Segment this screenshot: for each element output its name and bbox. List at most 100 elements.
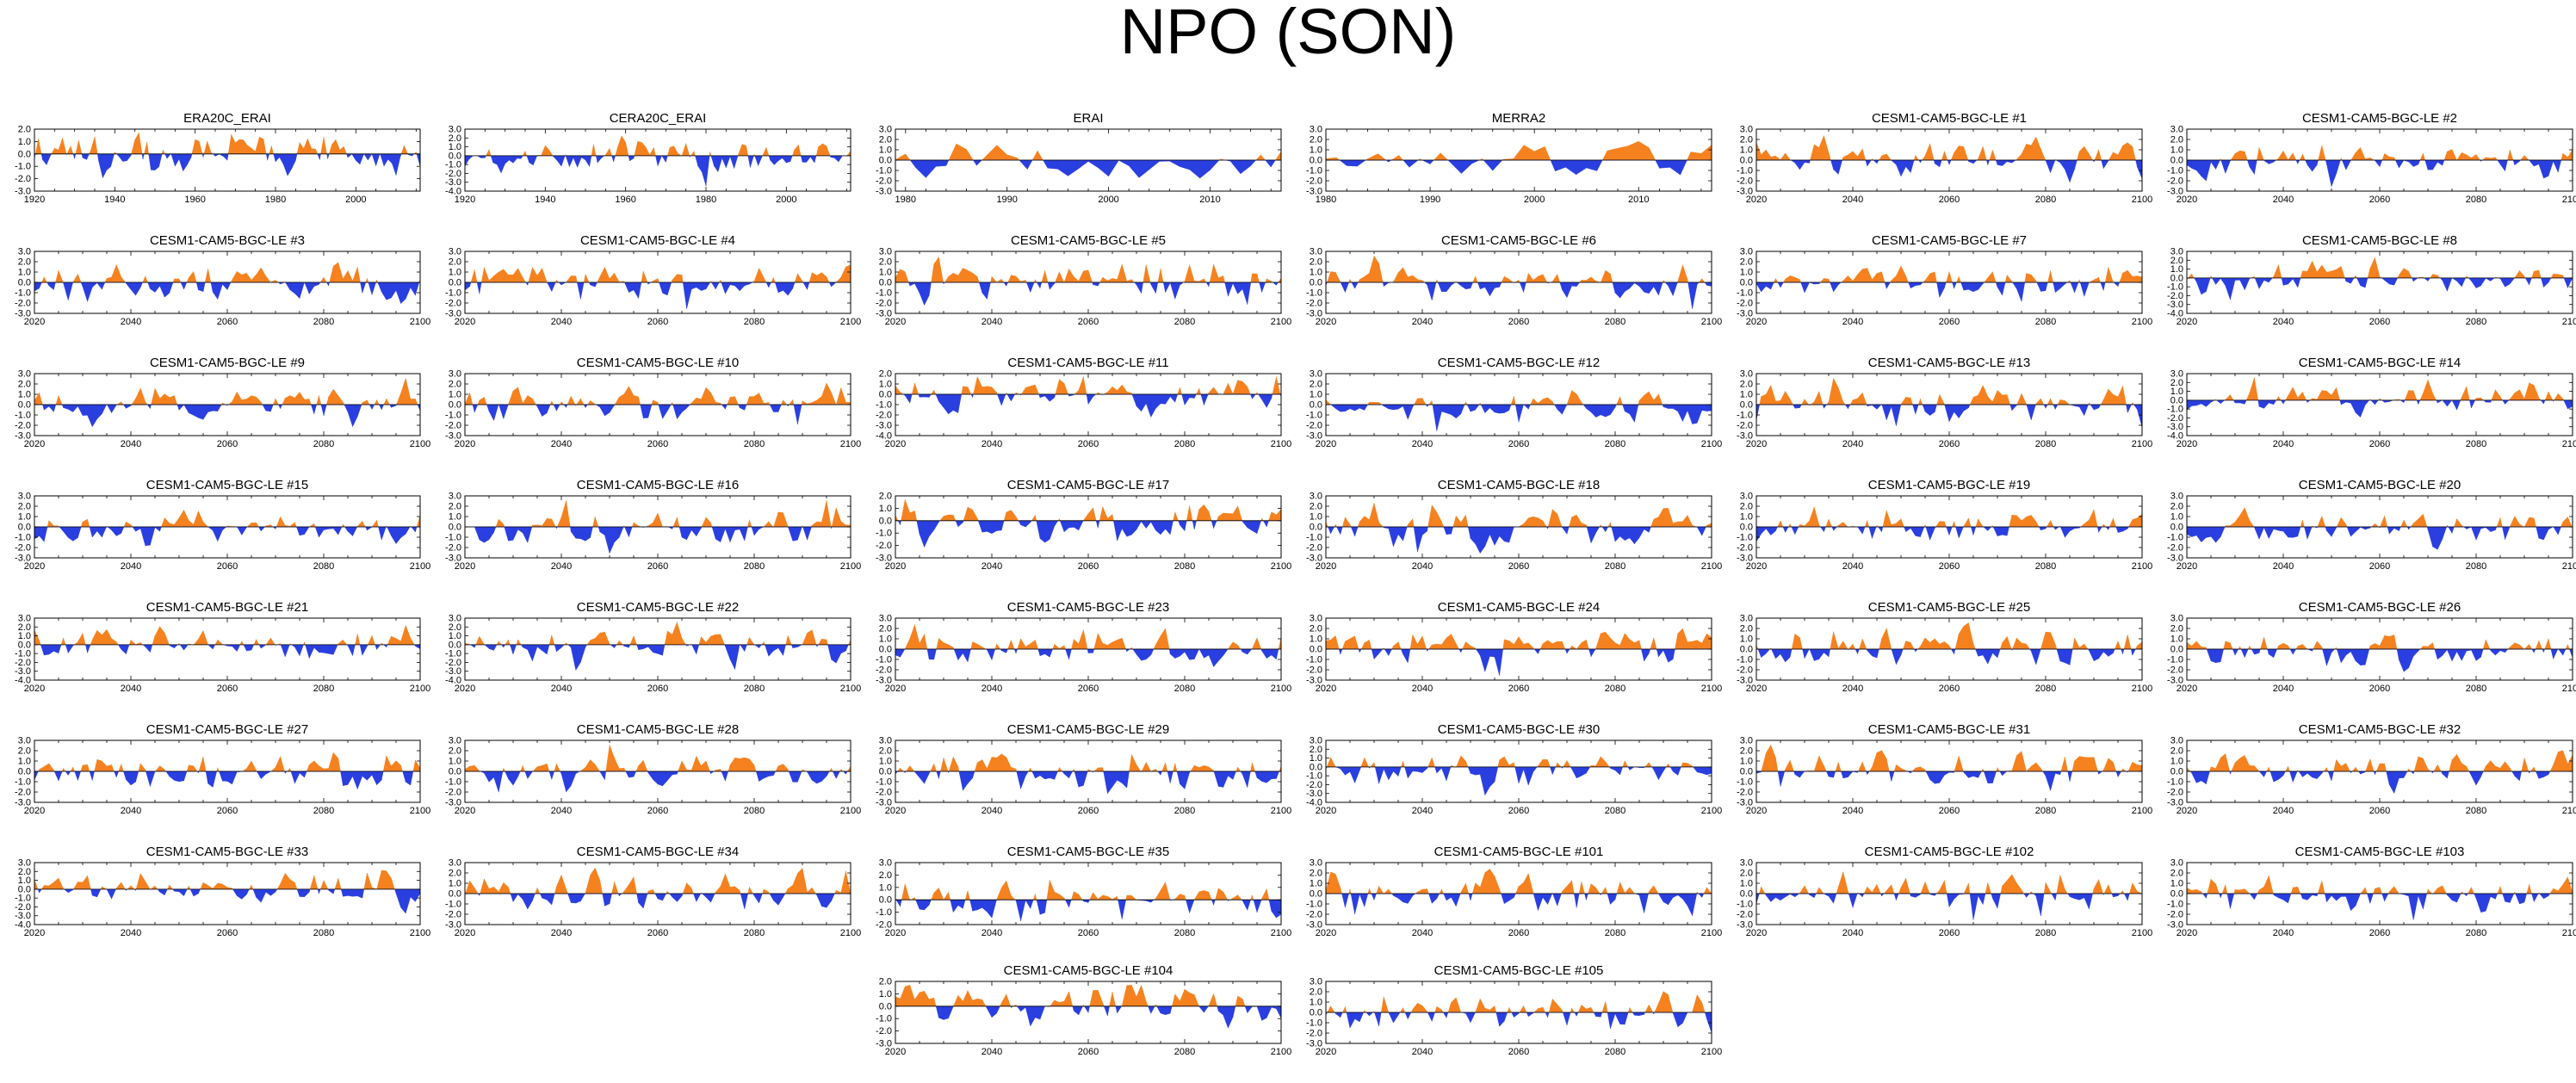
y-tick-label: -1.0 xyxy=(445,777,461,788)
x-tick-label: 2020 xyxy=(1316,806,1336,816)
y-tick-label: 3.0 xyxy=(18,736,31,746)
x-tick-label: 2060 xyxy=(1939,684,1960,694)
positive-area xyxy=(1756,744,2143,772)
y-tick-label: -2.0 xyxy=(2167,910,2183,920)
x-tick-label: 2100 xyxy=(1271,684,1291,694)
chart-panel: CESM1-CAM5-BGC-LE #20 2020 2040 2060 2080 210… xyxy=(2163,477,2576,597)
y-tick-label: 1.0 xyxy=(449,631,461,641)
y-tick-label: 1.0 xyxy=(1740,268,1753,278)
y-tick-label: 0.0 xyxy=(1310,278,1322,288)
positive-area xyxy=(465,867,851,894)
x-tick-label: 2020 xyxy=(2177,195,2197,205)
y-tick-label: -3.0 xyxy=(1737,431,1753,442)
x-tick-label: 2100 xyxy=(2562,317,2576,327)
y-tick-label: 3.0 xyxy=(1310,369,1322,380)
y-tick-label: -2.0 xyxy=(2167,291,2183,301)
y-tick-label: 2.0 xyxy=(1310,135,1322,145)
y-tick-label: 3.0 xyxy=(879,614,892,624)
chart-svg: CESM1-CAM5-BGC-LE #13 2020 2040 2060 2080 210… xyxy=(1737,356,2152,449)
x-tick-label: 2100 xyxy=(1271,561,1291,572)
plot-frame xyxy=(34,128,421,192)
x-tick-label: 2100 xyxy=(2132,317,2152,327)
chart-panel: CESM1-CAM5-BGC-LE #32 2020 2040 2060 2080 210… xyxy=(2163,721,2576,842)
negative-area xyxy=(34,282,420,305)
x-tick-label: 2020 xyxy=(24,561,45,572)
y-tick-label: 0.0 xyxy=(2170,889,2183,900)
x-tick-label: 2080 xyxy=(744,439,765,449)
panel-title: CESM1-CAM5-BGC-LE #23 xyxy=(1007,600,1169,615)
y-tick-label: 0.0 xyxy=(1740,400,1753,411)
y-tick-label: -1.0 xyxy=(15,894,31,904)
y-tick-label: -3.0 xyxy=(445,309,461,319)
negative-area xyxy=(1325,282,1712,309)
y-tick-label: 1.0 xyxy=(18,757,31,767)
y-tick-label: 2.0 xyxy=(879,135,892,145)
x-tick-label: 1960 xyxy=(184,195,205,205)
y-tick-label: 2.0 xyxy=(1310,624,1322,634)
y-tick-label: -1.0 xyxy=(445,533,461,543)
y-tick-label: -3.0 xyxy=(15,309,31,319)
positive-area xyxy=(1756,265,2143,283)
y-tick-label: 0.0 xyxy=(449,400,461,411)
x-tick-label: 2060 xyxy=(1508,928,1529,938)
y-tick-label: -3.0 xyxy=(1737,187,1753,197)
y-tick-label: -2.0 xyxy=(15,421,31,431)
chart-panel: CESM1-CAM5-BGC-LE #2 2020 2040 2060 2080 2100… xyxy=(2163,110,2576,231)
x-tick-label: 2010 xyxy=(1199,195,1220,205)
y-tick-label: 0.0 xyxy=(1740,278,1753,288)
x-tick-label: 2080 xyxy=(313,561,334,572)
x-tick-label: 2020 xyxy=(455,317,475,327)
panel-title: CESM1-CAM5-BGC-LE #102 xyxy=(1865,845,2034,859)
y-tick-label: 1.0 xyxy=(1740,145,1753,156)
negative-area xyxy=(2186,159,2573,187)
y-tick-label: -1.0 xyxy=(1306,166,1322,176)
x-tick-label: 2040 xyxy=(551,806,572,816)
y-tick-label: -1.0 xyxy=(876,907,892,918)
x-tick-label: 2020 xyxy=(885,806,906,816)
x-tick-label: 2020 xyxy=(885,561,906,572)
negative-area xyxy=(464,893,851,910)
chart-svg: MERRA2 1980 1990 2000 2010 -3.0-2.0-1.00.01.0… xyxy=(1306,111,1712,205)
y-tick-label: 0.0 xyxy=(1310,762,1322,772)
x-tick-label: 2060 xyxy=(2369,928,2390,938)
y-tick-label: 0.0 xyxy=(1310,156,1322,166)
chart-svg: CESM1-CAM5-BGC-LE #24 2020 2040 2060 2080 210… xyxy=(1306,600,1722,694)
y-tick-label: -3.0 xyxy=(2167,676,2183,686)
panel-title: CESM1-CAM5-BGC-LE #30 xyxy=(1438,722,1600,737)
y-tick-label: 0.0 xyxy=(2170,273,2183,283)
y-tick-label: 0.0 xyxy=(1310,889,1322,900)
positive-area xyxy=(1326,755,1712,768)
y-tick-label: -1.0 xyxy=(1737,166,1753,176)
y-tick-label: -1.0 xyxy=(1306,288,1322,299)
y-tick-label: -1.0 xyxy=(876,288,892,299)
y-tick-label: -2.0 xyxy=(445,788,461,798)
x-tick-label: 2020 xyxy=(24,684,45,694)
chart-svg: CESM1-CAM5-BGC-LE #103 2020 2040 2060 2080 21… xyxy=(2167,845,2576,938)
panel-title: CESM1-CAM5-BGC-LE #1 xyxy=(1872,111,2027,126)
y-tick-label: -2.0 xyxy=(15,299,31,309)
y-tick-label: -3.0 xyxy=(1306,431,1322,442)
x-tick-label: 2060 xyxy=(217,561,238,572)
y-tick-label: 2.0 xyxy=(18,502,31,512)
x-tick-label: 2100 xyxy=(840,806,861,816)
y-tick-label: 1.0 xyxy=(18,390,31,400)
negative-area xyxy=(1756,159,2143,183)
x-tick-label: 2100 xyxy=(1701,1047,1722,1057)
y-tick-label: 0.0 xyxy=(449,889,461,900)
x-tick-label: 2060 xyxy=(2369,806,2390,816)
y-tick-label: 0.0 xyxy=(1310,645,1322,655)
positive-area xyxy=(464,745,851,772)
chart-panel: CESM1-CAM5-BGC-LE #5 2020 2040 2060 2080 2100… xyxy=(871,232,1291,353)
positive-area xyxy=(1325,140,1712,161)
chart-panel: CESM1-CAM5-BGC-LE #31 2020 2040 2060 2080 210… xyxy=(1732,721,2152,842)
y-tick-label: -2.0 xyxy=(15,788,31,798)
negative-area xyxy=(1756,770,2142,791)
positive-area xyxy=(895,143,1282,161)
x-tick-label: 2100 xyxy=(2562,561,2576,572)
y-tick-label: -2.0 xyxy=(1737,543,1753,554)
x-tick-label: 2020 xyxy=(1746,439,1767,449)
y-tick-label: -2.0 xyxy=(1306,910,1322,920)
panel-title: CESM1-CAM5-BGC-LE #12 xyxy=(1438,356,1600,370)
positive-area xyxy=(1756,871,2143,894)
negative-area xyxy=(2187,648,2573,672)
